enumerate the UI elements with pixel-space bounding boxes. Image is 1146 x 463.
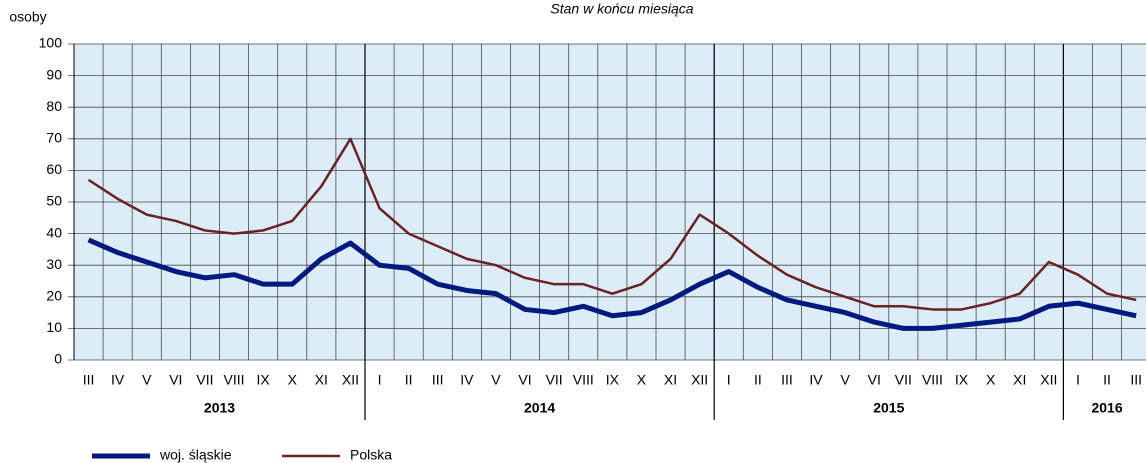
x-tick-label: IX [606, 372, 620, 388]
y-tick-label: 90 [46, 66, 62, 82]
x-tick-label: X [637, 372, 647, 388]
x-tick-label: VIII [922, 372, 943, 388]
y-tick-label: 20 [46, 288, 62, 304]
y-tick-label: 50 [46, 193, 62, 209]
x-tick-label: I [727, 372, 731, 388]
x-tick-label: II [405, 372, 413, 388]
y-tick-label: 70 [46, 130, 62, 146]
y-axis-label: osoby [9, 9, 46, 25]
x-tick-label: VI [868, 372, 881, 388]
x-tick-label: III [1130, 372, 1142, 388]
x-tick-label: I [378, 372, 382, 388]
x-tick-label: II [1103, 372, 1111, 388]
line-series [87, 237, 1137, 331]
year-label: 2014 [524, 400, 555, 416]
year-label: 2016 [1091, 400, 1122, 416]
x-tick-label: IX [955, 372, 969, 388]
year-label: 2013 [204, 400, 235, 416]
x-tick-label: VII [895, 372, 912, 388]
x-tick-label: V [491, 372, 501, 388]
x-tick-label: II [754, 372, 762, 388]
x-tick-label: IV [809, 372, 823, 388]
x-tick-label: III [432, 372, 444, 388]
legend-label: woj. śląskie [159, 447, 232, 463]
x-tick-label: IX [257, 372, 271, 388]
x-tick-label: IV [460, 372, 474, 388]
x-tick-label: I [1076, 372, 1080, 388]
x-tick-label: XI [664, 372, 677, 388]
legend-label: Polska [350, 447, 392, 463]
year-label: 2015 [873, 400, 904, 416]
x-tick-label: XI [315, 372, 328, 388]
x-tick-label: XI [1013, 372, 1026, 388]
x-tick-label: VIII [573, 372, 594, 388]
x-tick-label: VI [169, 372, 182, 388]
y-tick-label: 0 [54, 351, 62, 367]
y-tick-label: 60 [46, 161, 62, 177]
y-tick-label: 100 [39, 35, 63, 51]
x-tick-label: IV [111, 372, 125, 388]
x-tick-label: V [840, 372, 850, 388]
x-tick-label: X [288, 372, 298, 388]
y-tick-label: 30 [46, 256, 62, 272]
y-tick-label: 40 [46, 224, 62, 240]
x-tick-label: XII [1040, 372, 1057, 388]
x-tick-label: VI [518, 372, 531, 388]
x-tick-label: VII [196, 372, 213, 388]
x-tick-label: VIII [224, 372, 245, 388]
x-tick-label: X [986, 372, 996, 388]
x-tick-label: III [83, 372, 95, 388]
x-tick-label: III [781, 372, 793, 388]
x-tick-label: VII [546, 372, 563, 388]
chart-subtitle: Stan w końcu miesiąca [550, 1, 693, 17]
x-tick-label: XII [691, 372, 708, 388]
x-tick-label: XII [342, 372, 359, 388]
y-tick-label: 10 [46, 319, 62, 335]
x-tick-label: V [142, 372, 152, 388]
line-series [87, 137, 1137, 311]
y-tick-label: 80 [46, 98, 62, 114]
